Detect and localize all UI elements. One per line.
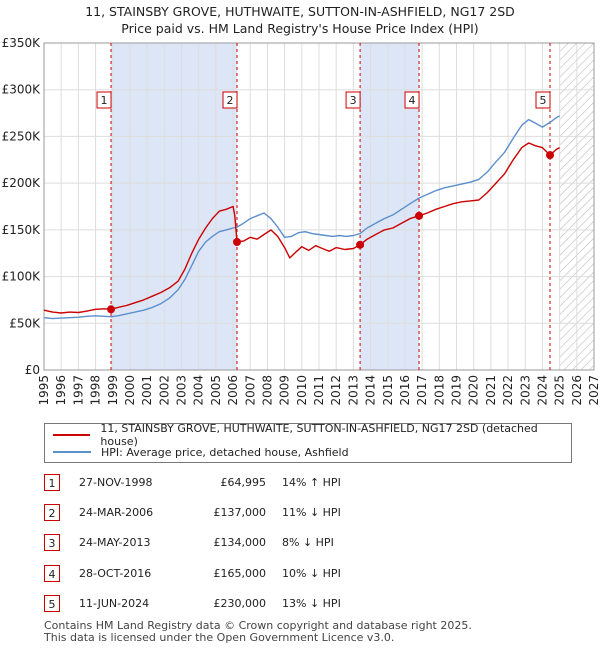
- y-tick-label: £250K: [2, 129, 42, 143]
- chart-title-line1: 11, STAINSBY GROVE, HUTHWAITE, SUTTON-IN…: [85, 4, 515, 19]
- sale-number-badge: 5: [44, 595, 60, 612]
- price-paid-line: [43, 142, 560, 314]
- x-tick-label: 2021: [484, 375, 498, 406]
- sale-number-label: 4: [409, 94, 416, 107]
- x-tick-label: 2016: [398, 375, 412, 406]
- sale-date: 11-JUN-2024: [79, 597, 150, 610]
- sale-date: 24-MAR-2006: [79, 506, 154, 519]
- y-tick-label: £200K: [2, 176, 42, 190]
- sale-price: £230,000: [213, 597, 267, 610]
- x-tick-label: 1998: [89, 375, 103, 406]
- x-tick-label: 2022: [501, 375, 515, 406]
- sale-point: [415, 211, 424, 220]
- sale-number-label: 5: [540, 94, 547, 107]
- sale-number-box: [404, 91, 420, 109]
- chart-title-line2: Price paid vs. HM Land Registry's House …: [121, 21, 479, 36]
- sale-price: £64,995: [220, 476, 267, 489]
- sale-number-label: 3: [350, 94, 357, 107]
- x-tick-label: 2018: [432, 375, 446, 406]
- footer-attribution: Contains HM Land Registry data © Crown c…: [44, 620, 472, 644]
- sale-hpi-diff: 13% ↓ HPI: [282, 597, 341, 610]
- x-tick-label: 2026: [570, 375, 584, 406]
- legend-item-price: 11, STAINSBY GROVE, HUTHWAITE, SUTTON-IN…: [53, 422, 571, 448]
- footer-line2: This data is licensed under the Open Gov…: [44, 631, 395, 644]
- x-tick-label: 2019: [450, 375, 464, 406]
- sale-number-box: [345, 91, 361, 109]
- x-tick-label: 2011: [312, 375, 326, 406]
- sale-hpi-diff: 14% ↑ HPI: [282, 476, 341, 489]
- x-tick-label: 1995: [37, 375, 51, 406]
- y-tick-label: £100K: [2, 270, 42, 284]
- x-tick-label: 2008: [260, 375, 274, 406]
- price-chart: 1 2 3 4 5 £0 £50K £100K £150K £200K £250K £300K £350…: [2, 36, 600, 406]
- x-tick-label: 2001: [140, 375, 154, 406]
- sale-hpi-diff: 8% ↓ HPI: [282, 536, 334, 549]
- sale-number-label: 2: [227, 94, 234, 107]
- y-tick-label: £0: [25, 363, 40, 377]
- sale-number-box: [222, 91, 238, 109]
- y-tick-label: £150K: [2, 223, 42, 237]
- sale-price: £137,000: [213, 506, 267, 519]
- sale-number-badge: 3: [44, 534, 60, 551]
- x-tick-label: 2027: [587, 375, 600, 406]
- x-tick-label: 2024: [535, 375, 549, 406]
- sale-point: [233, 238, 242, 247]
- x-tick-label: 2004: [192, 375, 206, 406]
- sale-point: [546, 151, 554, 160]
- x-tick-label: 2006: [226, 375, 240, 406]
- y-tick-label: £350K: [2, 36, 42, 50]
- footer-line1: Contains HM Land Registry data © Crown c…: [44, 619, 472, 632]
- x-tick-label: 2009: [278, 375, 292, 406]
- x-tick-label: 2020: [467, 375, 481, 406]
- legend-price-swatch: [53, 434, 91, 436]
- sale-number-badge: 2: [44, 504, 60, 521]
- sale-number-box: [535, 91, 551, 109]
- x-tick-label: 1996: [54, 375, 68, 406]
- x-tick-label: 2003: [175, 375, 189, 406]
- x-tick-label: 2023: [518, 375, 532, 406]
- legend-item-hpi: HPI: Average price, detached house, Ashf…: [53, 444, 349, 460]
- x-tick-label: 2017: [415, 375, 429, 406]
- sale-number-label: 1: [101, 94, 108, 107]
- x-tick-label: 2010: [295, 375, 309, 406]
- x-tick-label: 2012: [329, 375, 343, 406]
- sale-date: 28-OCT-2016: [79, 567, 152, 580]
- y-tick-label: £300K: [2, 83, 42, 97]
- hpi-line: [43, 115, 560, 320]
- legend-hpi-swatch: [53, 451, 91, 453]
- x-tick-label: 2014: [364, 375, 378, 406]
- x-tick-label: 2007: [243, 375, 257, 406]
- x-tick-label: 1999: [106, 375, 120, 406]
- sale-hpi-diff: 11% ↓ HPI: [282, 506, 341, 519]
- sale-hpi-diff: 10% ↓ HPI: [282, 567, 341, 580]
- legend: 11, STAINSBY GROVE, HUTHWAITE, SUTTON-IN…: [44, 422, 572, 463]
- x-tick-label: 2015: [381, 375, 395, 406]
- sale-point: [356, 240, 365, 249]
- x-tick-label: 2025: [553, 375, 567, 406]
- sale-point: [107, 305, 116, 314]
- sale-price: £165,000: [213, 567, 267, 580]
- legend-price-label: 11, STAINSBY GROVE, HUTHWAITE, SUTTON-IN…: [100, 422, 538, 448]
- sale-date: 27-NOV-1998: [79, 476, 153, 489]
- sale-number-badge: 4: [44, 565, 60, 582]
- x-tick-label: 2005: [209, 375, 223, 406]
- x-tick-label: 2000: [123, 375, 137, 406]
- plot-frame: [43, 42, 595, 371]
- sale-price: £134,000: [213, 536, 267, 549]
- x-tick-label: 2002: [157, 375, 171, 406]
- x-tick-label: 2013: [346, 375, 360, 406]
- legend-hpi-label: HPI: Average price, detached house, Ashf…: [101, 445, 349, 459]
- sale-number-box: [96, 91, 112, 109]
- x-tick-label: 1997: [71, 375, 85, 406]
- sale-number-badge: 1: [44, 474, 60, 491]
- sale-date: 24-MAY-2013: [79, 536, 151, 549]
- y-tick-label: £50K: [9, 316, 41, 330]
